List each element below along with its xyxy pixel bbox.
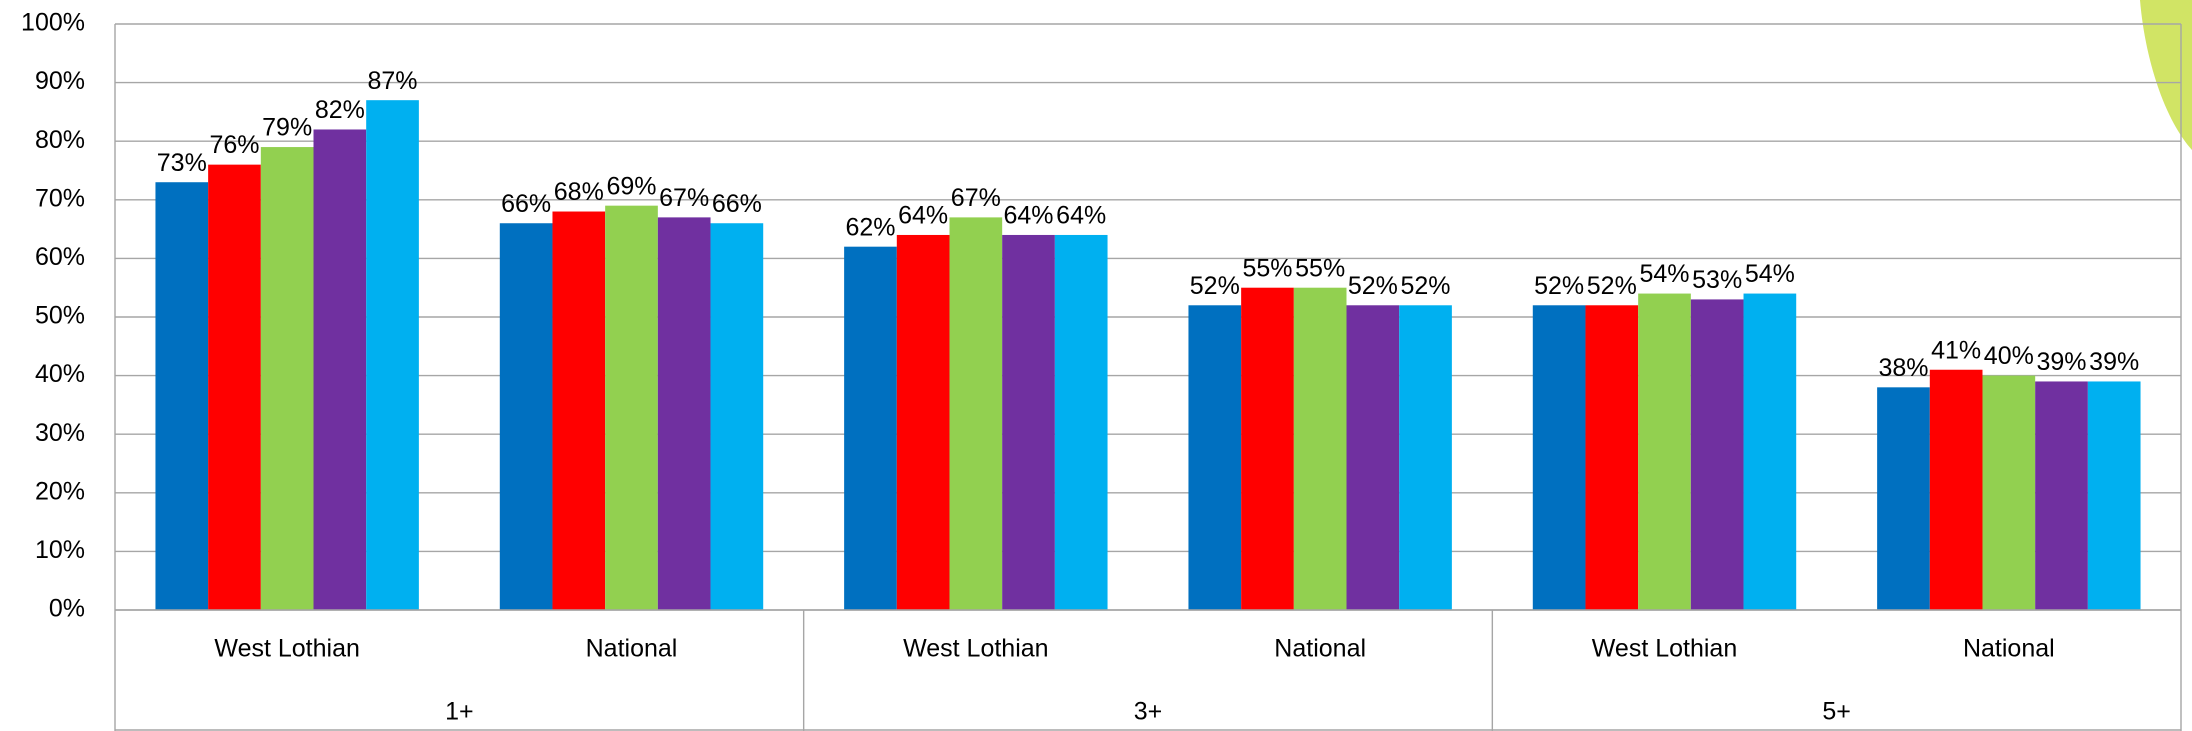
data-label: 82% (315, 96, 365, 124)
group-label: 3+ (1134, 698, 1163, 726)
group-label: 1+ (445, 698, 474, 726)
x-tick-label: National (1274, 635, 1366, 663)
bar (1054, 234, 1108, 610)
bar (1293, 287, 1347, 610)
bar (260, 147, 314, 610)
data-label: 41% (1931, 336, 1981, 364)
data-label: 39% (2036, 348, 2086, 376)
y-tick-label: 80% (35, 126, 85, 154)
data-label: 39% (2089, 348, 2139, 376)
data-label: 87% (368, 67, 418, 95)
data-label: 62% (845, 213, 895, 241)
bar (1241, 287, 1294, 610)
bar (1929, 369, 1983, 610)
bar (657, 217, 711, 610)
bar (208, 164, 261, 610)
bar (1002, 234, 1055, 610)
data-label: 66% (712, 190, 762, 218)
bar (1346, 305, 1400, 610)
x-tick-label: National (586, 635, 678, 663)
data-label: 64% (898, 202, 948, 230)
bar (605, 205, 658, 610)
bar (313, 129, 367, 611)
decoration (2140, 0, 2192, 150)
data-label: 64% (1003, 202, 1053, 230)
y-tick-label: 50% (35, 302, 85, 330)
bar (1877, 387, 1930, 610)
data-label: 79% (262, 114, 312, 142)
y-tick-label: 10% (35, 536, 85, 564)
bar (1399, 305, 1452, 610)
data-label: 76% (209, 131, 259, 159)
y-tick-label: 40% (35, 360, 85, 388)
y-tick-label: 30% (35, 419, 85, 447)
bar (896, 234, 950, 610)
bar (2087, 381, 2141, 610)
bar (1532, 305, 1586, 610)
x-tick-label: West Lothian (1592, 635, 1737, 663)
bar (1585, 305, 1639, 610)
bar (1638, 293, 1691, 610)
bar (366, 100, 419, 611)
data-label: 64% (1056, 202, 1106, 230)
bar (499, 223, 553, 611)
y-tick-label: 100% (21, 9, 85, 37)
bar (1690, 299, 1744, 610)
data-label: 55% (1242, 254, 1292, 282)
y-tick-label: 20% (35, 477, 85, 505)
data-label: 68% (554, 178, 604, 206)
data-label: 67% (951, 184, 1001, 212)
bar (1743, 293, 1797, 610)
y-tick-label: 0% (49, 595, 85, 623)
y-tick-label: 70% (35, 184, 85, 212)
data-label: 38% (1878, 354, 1928, 382)
data-label: 69% (606, 172, 656, 200)
data-label: 40% (1984, 342, 2034, 370)
data-label: 52% (1190, 272, 1240, 300)
bar (844, 246, 897, 610)
data-label: 52% (1587, 272, 1637, 300)
bar (949, 217, 1003, 610)
group-label: 5+ (1822, 698, 1851, 726)
data-label: 67% (659, 184, 709, 212)
data-label: 52% (1534, 272, 1584, 300)
data-label: 54% (1639, 260, 1689, 288)
y-tick-label: 60% (35, 243, 85, 271)
data-label: 73% (157, 149, 207, 177)
bar (710, 223, 764, 611)
bar (1188, 305, 1242, 610)
y-tick-label: 90% (35, 67, 85, 95)
x-tick-label: West Lothian (214, 635, 359, 663)
x-tick-label: West Lothian (903, 635, 1048, 663)
bar (155, 182, 209, 610)
bar (2035, 381, 2088, 610)
bar (1982, 375, 2036, 610)
bar (552, 211, 606, 610)
data-label: 52% (1401, 272, 1451, 300)
data-label: 66% (501, 190, 551, 218)
x-tick-label: National (1963, 635, 2055, 663)
data-label: 54% (1745, 260, 1795, 288)
data-label: 52% (1348, 272, 1398, 300)
data-label: 55% (1295, 254, 1345, 282)
data-label: 53% (1692, 266, 1742, 294)
